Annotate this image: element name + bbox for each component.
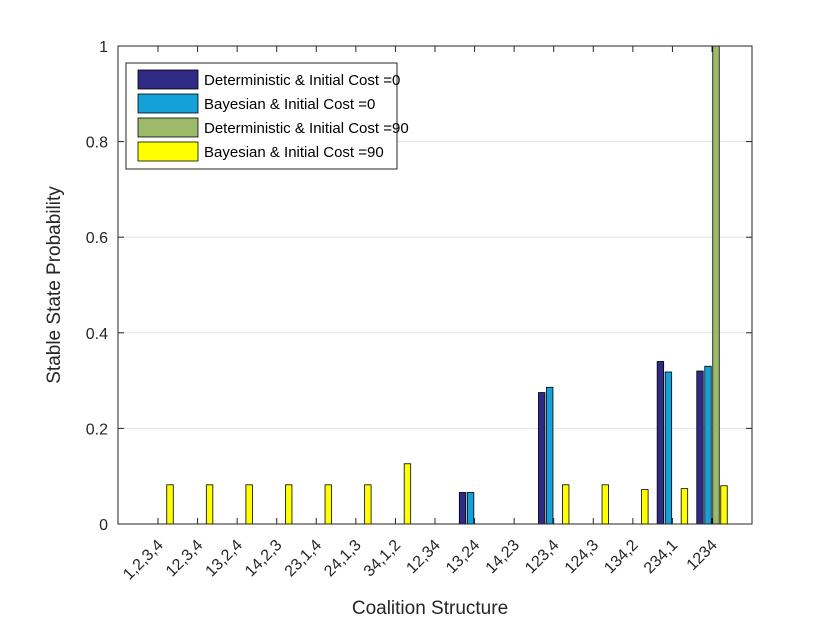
legend-label: Deterministic & Initial Cost =0: [204, 72, 400, 89]
x-tick-label: 24,1,3: [321, 537, 365, 581]
y-tick-label: 0: [99, 517, 108, 534]
legend-swatch: [137, 93, 199, 114]
bar-4: [205, 484, 214, 525]
x-tick-label: 134,2: [601, 537, 641, 577]
x-tick-label: 124,3: [562, 537, 602, 577]
y-tick-label: 0.2: [86, 421, 108, 438]
bar-1: [696, 370, 704, 525]
y-tick-label: 0.6: [86, 230, 108, 247]
legend-label: Bayesian & Initial Cost =90: [204, 144, 384, 161]
y-tick-label: 0.4: [86, 326, 108, 343]
legend-swatch: [137, 117, 199, 138]
x-tick-label: 23,1,4: [282, 537, 326, 581]
bar-4: [641, 489, 649, 525]
bar-2: [664, 371, 673, 525]
y-tick-label: 0.8: [86, 135, 108, 152]
bar-2: [546, 386, 554, 525]
y-tick-label: 1: [99, 39, 108, 56]
bar-4: [166, 484, 174, 525]
bar-4: [601, 484, 609, 525]
bar-1: [656, 361, 665, 525]
bar-4: [562, 484, 570, 525]
x-tick-label: 12,3,4: [163, 537, 207, 581]
x-tick-label: 234,1: [641, 537, 681, 577]
x-tick-label: 12,34: [403, 537, 443, 577]
bar-2: [466, 492, 475, 525]
bar-4: [285, 484, 293, 525]
bar-1: [458, 492, 467, 525]
x-tick-label: 34,1,2: [361, 537, 405, 581]
bar-4: [324, 484, 332, 525]
x-axis-label: Coalition Structure: [352, 598, 508, 619]
x-tick-label: 1,2,3,4: [120, 537, 167, 584]
legend-label: Deterministic & Initial Cost =90: [204, 120, 409, 137]
bar-3: [712, 45, 720, 525]
legend-label: Bayesian & Initial Cost =0: [204, 96, 375, 113]
x-tick-label: 13,2,4: [202, 537, 246, 581]
x-tick-label: 13,24: [443, 537, 483, 577]
x-tick-label: 123,4: [522, 537, 562, 577]
bars: [166, 45, 728, 525]
bar-4: [245, 484, 253, 525]
x-tick-label: 14,23: [483, 537, 523, 577]
bar-4: [680, 488, 689, 525]
bar-4: [720, 485, 728, 525]
x-tick-label: 14,2,3: [242, 537, 286, 581]
y-axis-ticks: 0 0.2 0.4 0.6 0.8 1: [86, 39, 752, 534]
y-axis-label: Stable State Probability: [44, 186, 65, 384]
legend-swatch: [137, 69, 199, 90]
x-tick-label: 1234: [684, 537, 721, 574]
bar-4: [364, 484, 372, 525]
bar-1: [538, 392, 546, 525]
legend-swatch: [137, 141, 199, 162]
bar-4: [403, 463, 412, 525]
bar-2: [704, 365, 712, 525]
legend: Deterministic & Initial Cost =0 Bayesian …: [125, 62, 409, 170]
